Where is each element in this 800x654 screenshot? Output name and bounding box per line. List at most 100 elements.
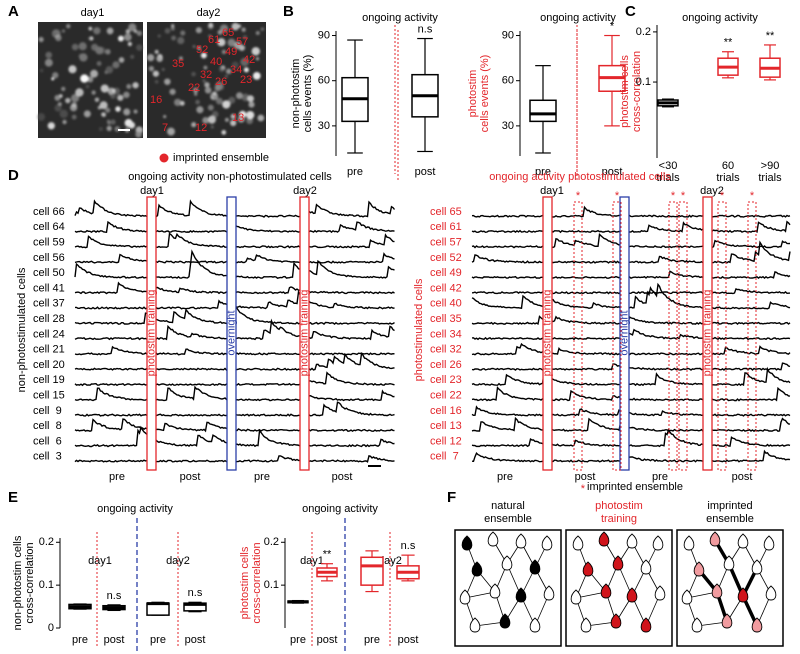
cell-label: cell 66 bbox=[33, 206, 65, 218]
cell-body bbox=[217, 38, 226, 47]
x-tick-label: <30 bbox=[659, 160, 678, 172]
x-tick-label: trials bbox=[656, 172, 680, 184]
x-tick-label: post bbox=[398, 634, 419, 646]
cell-label: cell 64 bbox=[33, 221, 65, 233]
neuron bbox=[543, 585, 555, 601]
cell-body bbox=[125, 29, 131, 34]
cell-body bbox=[130, 54, 135, 59]
cell-body bbox=[203, 65, 208, 70]
cell-body bbox=[154, 49, 159, 54]
cell-body bbox=[171, 35, 177, 41]
neuron bbox=[691, 617, 703, 633]
y-tick-label: 60 bbox=[502, 75, 514, 87]
cell-body bbox=[230, 113, 236, 120]
cell-label: cell 21 bbox=[33, 344, 65, 356]
cell-label: 7 bbox=[162, 122, 168, 134]
neuron bbox=[640, 617, 652, 633]
cell-label: cell 22 bbox=[430, 390, 462, 402]
epoch-label: pre bbox=[652, 471, 668, 483]
x-tick-label: pre bbox=[347, 166, 363, 178]
significance: n.s bbox=[188, 587, 203, 599]
y-tick-label: 90 bbox=[502, 29, 514, 41]
cell-body bbox=[191, 122, 197, 128]
epoch-label: pre bbox=[497, 471, 513, 483]
epoch-label: pre bbox=[254, 471, 270, 483]
cell-body bbox=[70, 93, 80, 103]
cell-body bbox=[164, 78, 171, 85]
cell-label: cell 61 bbox=[430, 221, 462, 233]
cell-body bbox=[128, 121, 136, 129]
cell-label: cell 50 bbox=[33, 267, 65, 279]
neuron bbox=[681, 589, 693, 605]
cell-body bbox=[39, 68, 44, 73]
cell-body bbox=[207, 23, 214, 30]
cell-body bbox=[152, 70, 160, 77]
neuron bbox=[499, 613, 511, 629]
cell-body bbox=[85, 84, 90, 89]
cell-body bbox=[148, 66, 155, 72]
micrograph bbox=[147, 22, 266, 138]
cell-body bbox=[105, 66, 114, 74]
cell-body bbox=[227, 38, 236, 47]
panel-label: D bbox=[8, 167, 19, 184]
chart-title: ongoing activity bbox=[362, 12, 438, 24]
neuron bbox=[515, 533, 527, 549]
x-tick-label: pre bbox=[150, 634, 166, 646]
cell-label: 22 bbox=[188, 82, 200, 94]
cell-body bbox=[59, 109, 69, 119]
cell-body bbox=[93, 27, 101, 35]
calcium-trace bbox=[471, 342, 791, 356]
cell-body bbox=[99, 101, 108, 110]
neuron bbox=[652, 535, 664, 551]
neuron bbox=[765, 585, 777, 601]
cell-label: 16 bbox=[150, 94, 162, 106]
cell-body bbox=[105, 107, 111, 113]
event-box bbox=[619, 196, 630, 471]
cell-body bbox=[52, 32, 57, 36]
network-diagram bbox=[565, 529, 673, 647]
cell-body bbox=[75, 88, 84, 97]
significance: ** bbox=[724, 37, 733, 49]
y-axis-label: photostimulated cells bbox=[413, 278, 425, 381]
y-tick-label: 0.1 bbox=[636, 76, 651, 88]
cell-body bbox=[37, 113, 46, 121]
cell-body bbox=[221, 130, 227, 135]
significance: * bbox=[610, 20, 615, 32]
calcium-trace bbox=[471, 240, 791, 264]
cell-body bbox=[207, 115, 216, 124]
x-tick-label: post bbox=[104, 634, 125, 646]
cell-body bbox=[169, 88, 176, 95]
cell-body bbox=[106, 125, 112, 131]
cell-body bbox=[66, 23, 71, 29]
cell-label: cell 40 bbox=[430, 298, 462, 310]
cell-body bbox=[208, 34, 212, 38]
cells bbox=[37, 23, 143, 138]
cell-body bbox=[200, 52, 207, 59]
cell-body bbox=[38, 36, 44, 43]
neuron bbox=[723, 555, 735, 571]
ensemble-window bbox=[668, 201, 678, 471]
cell-body bbox=[237, 115, 245, 123]
cell-body bbox=[117, 35, 124, 42]
cell-body bbox=[242, 35, 248, 40]
event-label: overnight bbox=[618, 310, 630, 355]
event-label: photostim training bbox=[145, 290, 157, 377]
cell-body bbox=[170, 26, 175, 31]
chart-title: ongoing activity bbox=[682, 12, 758, 24]
event-label: overnight bbox=[225, 310, 237, 355]
x-tick-label: pre bbox=[364, 634, 380, 646]
cell-label: cell 7 bbox=[430, 451, 459, 463]
cell-label: cell 32 bbox=[430, 344, 462, 356]
event-label: photostim training bbox=[701, 290, 713, 377]
cell-body bbox=[147, 54, 155, 62]
cell-body bbox=[194, 92, 198, 96]
ensemble-window bbox=[747, 201, 757, 471]
cell-body bbox=[224, 74, 228, 78]
neuron bbox=[461, 535, 473, 551]
cell-body bbox=[55, 34, 62, 42]
cell-body bbox=[246, 110, 255, 120]
cell-body bbox=[210, 92, 219, 101]
x-tick-label: trials bbox=[758, 172, 782, 184]
cell-body bbox=[107, 87, 116, 96]
cell-body bbox=[248, 101, 255, 108]
